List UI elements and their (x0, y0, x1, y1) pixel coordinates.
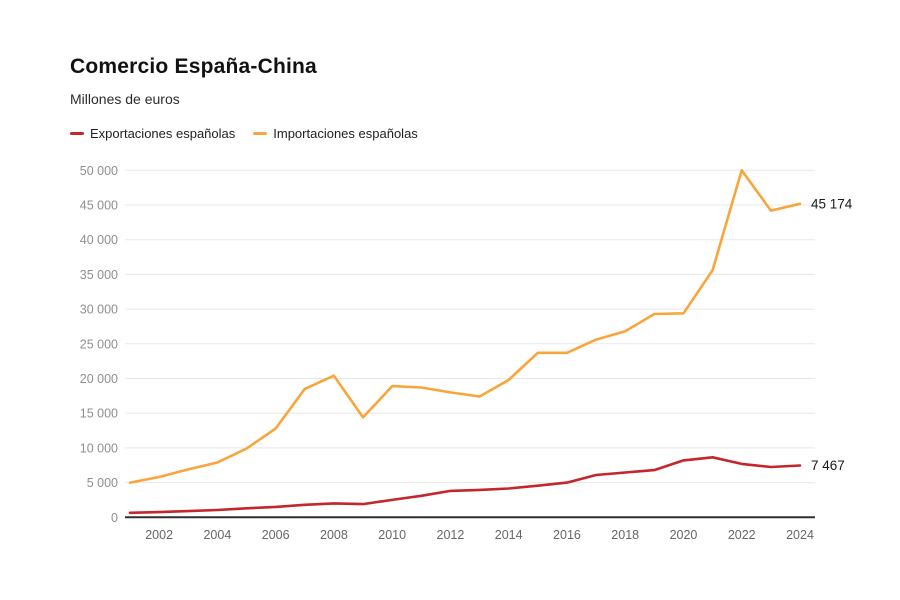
x-tick-label: 2004 (203, 528, 231, 542)
y-tick-label: 25 000 (80, 337, 118, 351)
x-tick-label: 2018 (611, 528, 639, 542)
y-tick-label: 20 000 (80, 372, 118, 386)
series-line-importaciones (128, 169, 802, 484)
legend-label-importaciones: Importaciones españolas (273, 126, 418, 141)
y-tick-label: 40 000 (80, 233, 118, 247)
y-tick-label: 0 (111, 511, 118, 525)
y-tick-label: 15 000 (80, 407, 118, 421)
x-tick-label: 2012 (437, 528, 465, 542)
red-line-swatch-icon (70, 132, 84, 135)
end-value-label-importaciones: 45 174 (811, 196, 853, 211)
legend: Exportaciones españolas Importaciones es… (70, 126, 418, 141)
x-tick-label: 2016 (553, 528, 581, 542)
x-tick-label: 2020 (670, 528, 698, 542)
end-value-label-exportaciones: 7 467 (811, 458, 845, 473)
x-tick-label: 2002 (145, 528, 173, 542)
x-tick-label: 2010 (378, 528, 406, 542)
y-tick-label: 45 000 (80, 199, 118, 213)
x-tick-label: 2008 (320, 528, 348, 542)
y-tick-label: 30 000 (80, 303, 118, 317)
legend-item-importaciones: Importaciones españolas (253, 126, 418, 141)
x-tick-label: 2024 (786, 528, 814, 542)
y-tick-label: 10 000 (80, 441, 118, 455)
y-tick-label: 35 000 (80, 268, 118, 282)
legend-label-exportaciones: Exportaciones españolas (90, 126, 236, 141)
legend-item-exportaciones: Exportaciones españolas (70, 126, 235, 141)
chart-subtitle: Millones de euros (70, 91, 180, 107)
x-tick-label: 2014 (495, 528, 523, 542)
x-tick-label: 2006 (262, 528, 290, 542)
series-line-exportaciones (128, 455, 802, 515)
chart-title: Comercio España-China (70, 55, 317, 78)
y-tick-label: 50 000 (80, 164, 118, 178)
orange-line-swatch-icon (253, 132, 268, 135)
x-tick-label: 2022 (728, 528, 756, 542)
y-tick-label: 5 000 (87, 476, 118, 490)
